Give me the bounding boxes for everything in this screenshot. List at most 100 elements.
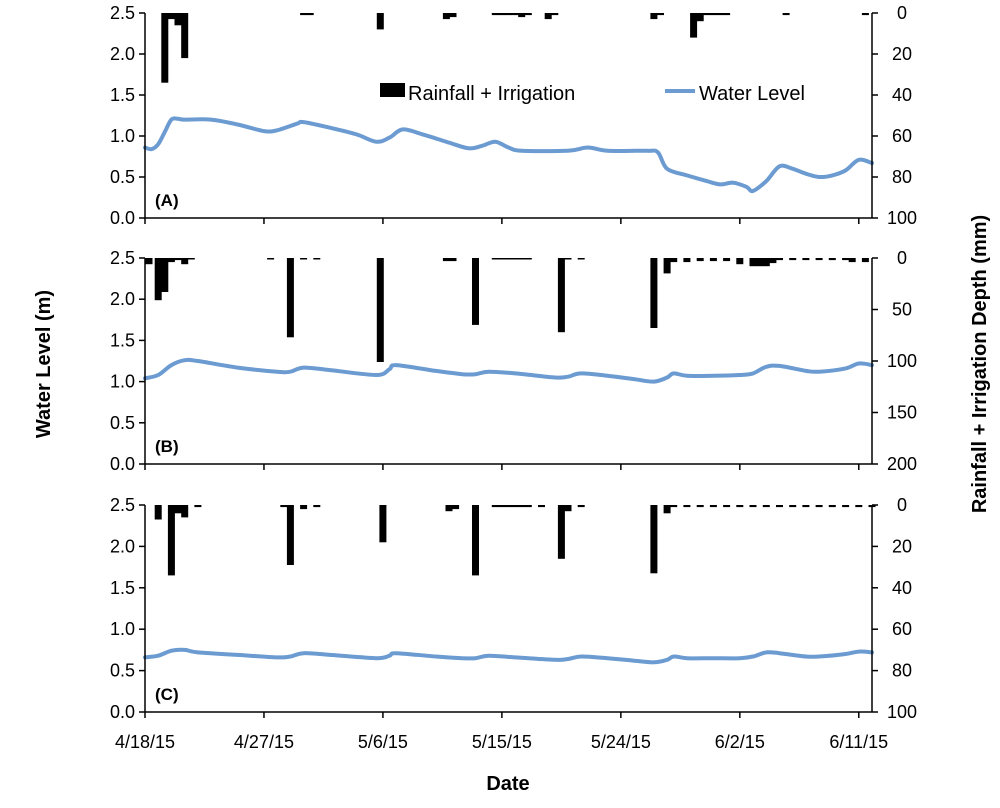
rainfall-bar bbox=[670, 258, 678, 263]
rainfall-bar bbox=[442, 13, 450, 20]
chart-panel-3: 0.0 0.5 1.0 1.5 2.0 2.5 0 20 40 60 80 100 (C) bbox=[110, 495, 917, 722]
legend: Rainfall + Irrigation Water Level bbox=[380, 83, 805, 105]
right-tick-label: 80 bbox=[892, 661, 912, 681]
water-level-line bbox=[143, 647, 874, 665]
left-tick-label: 2.0 bbox=[110, 289, 135, 309]
rainfall-bar bbox=[511, 258, 519, 260]
rainfall-bar bbox=[709, 13, 717, 16]
rainfall-bar bbox=[194, 505, 202, 508]
rainfall-bar bbox=[174, 13, 182, 26]
rainfall-bar bbox=[564, 258, 572, 260]
rainfall-bar bbox=[267, 258, 275, 260]
rainfall-bar bbox=[167, 505, 175, 576]
x-tick-label: 6/2/15 bbox=[715, 732, 765, 752]
rainfall-bar bbox=[670, 505, 678, 508]
rainfall-bar bbox=[445, 505, 453, 512]
x-axis-title: Date bbox=[486, 773, 529, 795]
right-tick-label: 60 bbox=[892, 126, 912, 146]
rainfall-bar bbox=[154, 258, 162, 301]
rainfall-bar bbox=[524, 505, 532, 508]
rainfall-bar bbox=[663, 505, 671, 514]
rainfall-bar bbox=[855, 505, 863, 508]
rainfall-bar bbox=[498, 258, 506, 260]
left-tick-label: 1.0 bbox=[110, 126, 135, 146]
rainfall-bar bbox=[505, 258, 512, 260]
rainfall-bar bbox=[161, 13, 169, 83]
rainfall-bar bbox=[376, 258, 384, 362]
left-tick-label: 0.0 bbox=[110, 702, 135, 722]
left-tick-label: 2.5 bbox=[110, 248, 135, 268]
left-tick-label: 2.0 bbox=[110, 536, 135, 556]
rainfall-bar bbox=[828, 505, 836, 508]
right-tick-label: 0 bbox=[897, 495, 907, 515]
left-tick-label: 0.5 bbox=[110, 661, 135, 681]
panel-label: (B) bbox=[155, 437, 179, 456]
rainfall-bar bbox=[557, 258, 565, 333]
right-tick-label: 100 bbox=[887, 208, 917, 228]
rainfall-bar bbox=[861, 13, 869, 16]
rainfall-bar bbox=[491, 505, 499, 508]
rainfall-bar bbox=[167, 13, 175, 20]
rainfall-bar bbox=[524, 258, 532, 260]
rainfall-bar bbox=[181, 13, 189, 59]
rainfall-bar bbox=[650, 505, 658, 574]
rainfall-bar bbox=[313, 505, 321, 508]
x-tick-label: 5/15/15 bbox=[472, 732, 532, 752]
left-tick-label: 1.5 bbox=[110, 330, 135, 350]
rainfall-bar bbox=[472, 505, 479, 576]
rainfall-bar bbox=[511, 13, 519, 16]
rainfall-bar bbox=[657, 13, 664, 16]
right-tick-label: 0 bbox=[897, 3, 907, 23]
rainfall-bar bbox=[544, 13, 552, 20]
right-tick-label: 40 bbox=[892, 85, 912, 105]
rainfall-bar bbox=[498, 13, 506, 16]
rainfall-bar bbox=[313, 258, 321, 260]
rainfall-bar bbox=[802, 505, 810, 508]
left-tick-label: 1.5 bbox=[110, 578, 135, 598]
rainfall-bar bbox=[538, 505, 545, 508]
rainfall-bar bbox=[716, 13, 724, 16]
rainfall-bar bbox=[802, 258, 810, 261]
right-tick-label: 50 bbox=[892, 300, 912, 320]
rainfall-bar bbox=[842, 258, 850, 261]
rainfall-bar bbox=[174, 258, 182, 261]
rainfall-bar bbox=[696, 505, 704, 508]
right-tick-label: 60 bbox=[892, 619, 912, 639]
rainfall-bar bbox=[511, 505, 519, 508]
rainfall-bar bbox=[524, 13, 532, 16]
rainfall-bar bbox=[379, 505, 387, 543]
rainfall-bar bbox=[518, 258, 526, 260]
x-tick-label: 5/24/15 bbox=[591, 732, 651, 752]
rainfall-bar bbox=[577, 258, 585, 260]
rainfall-bar bbox=[498, 505, 506, 508]
left-tick-label: 1.5 bbox=[110, 85, 135, 105]
legend-bar-swatch bbox=[380, 83, 405, 97]
rainfall-bar bbox=[564, 505, 572, 512]
rainfall-bar bbox=[703, 13, 711, 16]
rainfall-bar bbox=[696, 258, 704, 262]
x-tick-label: 6/11/15 bbox=[829, 732, 888, 752]
right-tick-label: 20 bbox=[892, 536, 912, 556]
rainfall-bar bbox=[187, 258, 195, 260]
rainfall-bar bbox=[815, 505, 823, 508]
rainfall-bar bbox=[280, 505, 288, 508]
right-tick-label: 200 bbox=[887, 454, 917, 474]
right-tick-label: 20 bbox=[892, 44, 912, 64]
right-tick-label: 40 bbox=[892, 578, 912, 598]
rainfall-bar bbox=[442, 258, 450, 262]
rainfall-bar bbox=[449, 13, 457, 18]
rainfall-bar bbox=[505, 505, 512, 508]
chart-panel-2: 0.0 0.5 1.0 1.5 2.0 2.5 0 50 100 150 200 (B) bbox=[110, 248, 917, 474]
rainfall-bar bbox=[300, 258, 308, 260]
rainfall-bar bbox=[663, 258, 671, 274]
rainfall-bar bbox=[518, 505, 526, 508]
y-axis-title-left: Water Level (m) bbox=[33, 290, 55, 438]
rainfall-bar bbox=[782, 13, 790, 16]
rainfall-bar bbox=[174, 505, 182, 514]
rainfall-bar bbox=[749, 258, 757, 267]
right-tick-label: 150 bbox=[887, 403, 917, 423]
rainfall-bar bbox=[577, 505, 585, 508]
left-tick-label: 1.0 bbox=[110, 372, 135, 392]
right-tick-label: 80 bbox=[892, 167, 912, 187]
legend-line-label: Water Level bbox=[699, 83, 805, 105]
